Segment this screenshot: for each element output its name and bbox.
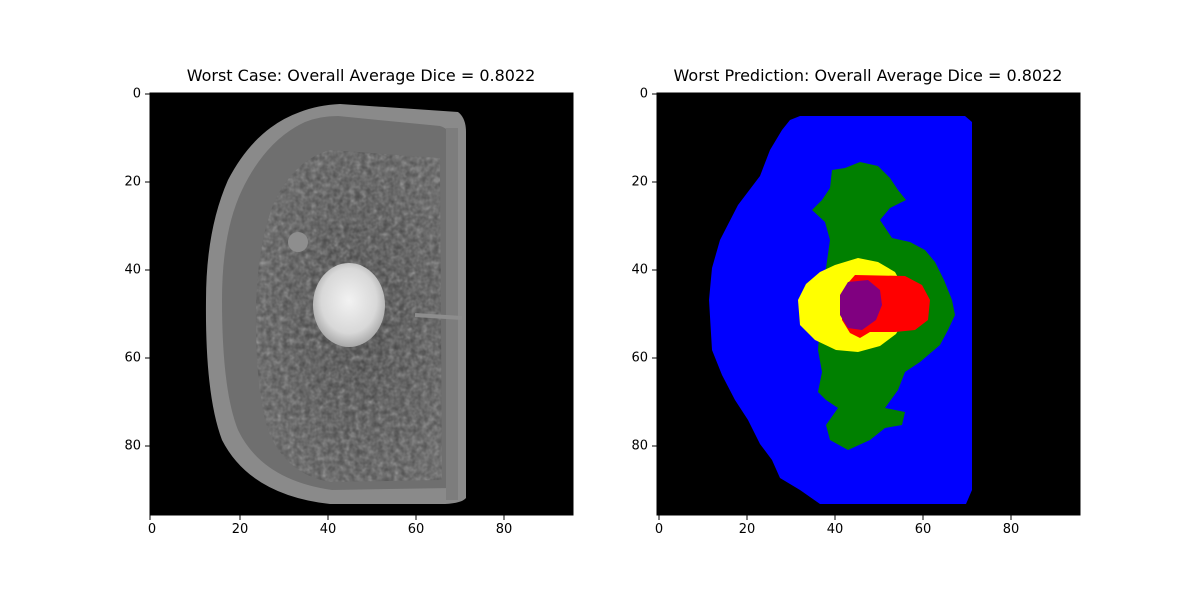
panel-2-xtick-40: 40 bbox=[826, 522, 844, 537]
segmentation-image bbox=[657, 93, 1080, 515]
panel-1-ytick-0: 0 bbox=[132, 86, 141, 102]
panel-1-ytick-60: 60 bbox=[124, 350, 141, 366]
panel-1-xtick-60: 60 bbox=[407, 522, 425, 537]
panel-1-axes bbox=[149, 92, 574, 516]
panel-1-ytick-80: 80 bbox=[124, 438, 141, 454]
panel-2-ytick-60: 60 bbox=[631, 350, 648, 366]
panel-2-ytick-40: 40 bbox=[631, 262, 648, 278]
panel-1-xtick-80: 80 bbox=[495, 522, 513, 537]
panel-2-ytick-20: 20 bbox=[631, 174, 648, 190]
panel-1-title: Worst Case: Overall Average Dice = 0.802… bbox=[186, 66, 536, 85]
panel-1-xtick-40: 40 bbox=[319, 522, 337, 537]
mri-image bbox=[150, 93, 573, 515]
panel-2-axes bbox=[656, 92, 1081, 516]
panel-2-title: Worst Prediction: Overall Average Dice =… bbox=[673, 66, 1063, 85]
panel-2-xtick-60: 60 bbox=[914, 522, 932, 537]
panel-1-xtick-20: 20 bbox=[231, 522, 249, 537]
panel-1-tick-marks bbox=[145, 93, 505, 520]
panel-2-ytick-80: 80 bbox=[631, 438, 648, 454]
panel-1-ytick-20: 20 bbox=[124, 174, 141, 190]
panel-1-ytick-40: 40 bbox=[124, 262, 141, 278]
panel-2-xtick-0: 0 bbox=[654, 522, 664, 537]
panel-1-xtick-0: 0 bbox=[147, 522, 157, 537]
panel-2-xtick-80: 80 bbox=[1002, 522, 1020, 537]
panel-2-ytick-0: 0 bbox=[639, 86, 648, 102]
panel-2-xtick-20: 20 bbox=[738, 522, 756, 537]
panel-2-tick-marks bbox=[652, 93, 1012, 520]
